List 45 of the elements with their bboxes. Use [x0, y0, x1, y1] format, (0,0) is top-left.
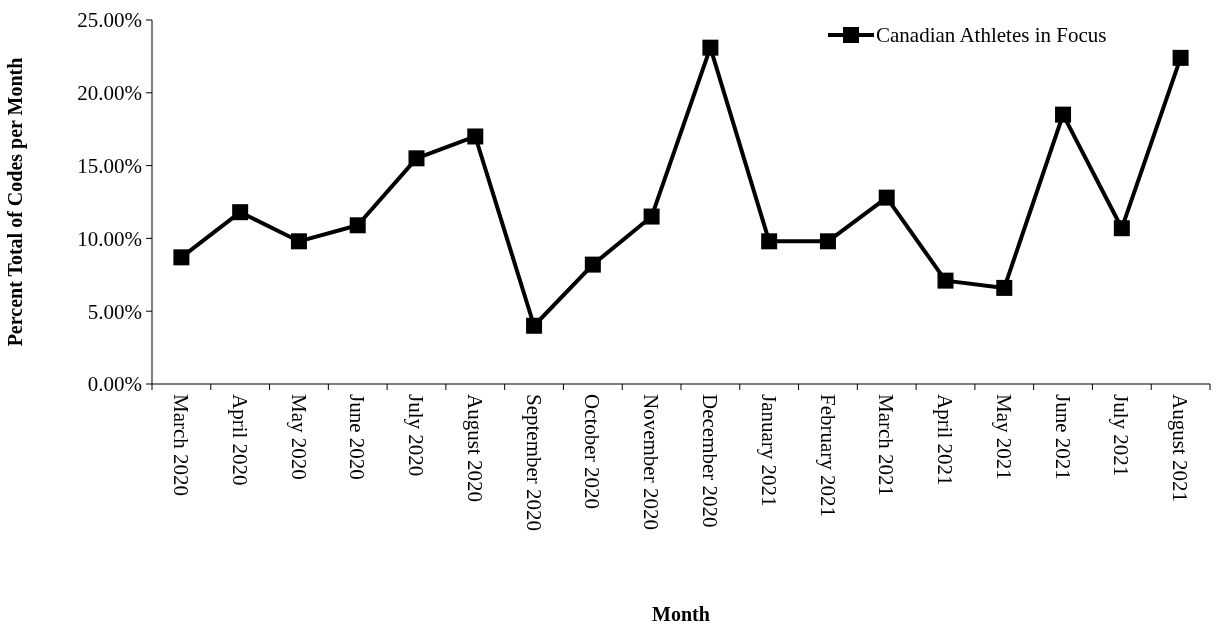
point — [349, 217, 366, 234]
x-tick-label: July 2021 — [1109, 394, 1134, 477]
point — [643, 208, 660, 225]
x-tick-label: April 2020 — [227, 394, 252, 486]
point — [937, 272, 954, 289]
y-tick-label: 10.00% — [77, 226, 142, 251]
y-tick-label: 25.00% — [77, 8, 142, 33]
x-tick-label: October 2020 — [580, 394, 605, 509]
x-tick-label: November 2020 — [639, 394, 664, 530]
x-tick-label: June 2021 — [1050, 394, 1075, 480]
point — [584, 256, 601, 273]
y-tick-label: 0.00% — [87, 372, 142, 397]
point — [173, 249, 190, 266]
x-tick-label: August 2020 — [462, 394, 487, 502]
y-axis-title: Percent Total of Codes per Month — [4, 57, 27, 347]
point — [996, 279, 1013, 296]
point — [526, 317, 543, 334]
point — [761, 233, 778, 250]
point — [1055, 106, 1072, 123]
x-tick-label: March 2020 — [169, 394, 194, 497]
x-tick-label: May 2020 — [286, 394, 311, 480]
point — [819, 233, 836, 250]
y-tick-label: 20.00% — [77, 81, 142, 106]
point — [1113, 220, 1130, 237]
point — [408, 150, 425, 167]
x-tick-label: December 2020 — [698, 394, 723, 528]
point — [467, 128, 484, 145]
y-tick-label: 15.00% — [77, 153, 142, 178]
x-tick-label: January 2021 — [756, 394, 781, 507]
x-tick-label: June 2020 — [345, 394, 370, 480]
x-axis-title: Month — [652, 603, 710, 625]
x-tick-label: August 2021 — [1168, 394, 1193, 502]
point — [702, 39, 719, 56]
point — [290, 233, 307, 250]
x-tick-label: April 2021 — [933, 394, 958, 486]
x-tick-label: July 2020 — [404, 394, 429, 477]
y-tick-label: 5.00% — [87, 299, 142, 324]
x-tick-label: May 2021 — [991, 394, 1016, 480]
point — [878, 189, 895, 206]
point — [232, 204, 249, 221]
x-tick-label: February 2021 — [815, 394, 840, 518]
x-tick-label: March 2021 — [874, 394, 899, 497]
x-tick-label: September 2020 — [521, 394, 546, 532]
legend-label: Canadian Athletes in Focus — [876, 23, 1107, 47]
point — [1172, 49, 1189, 66]
